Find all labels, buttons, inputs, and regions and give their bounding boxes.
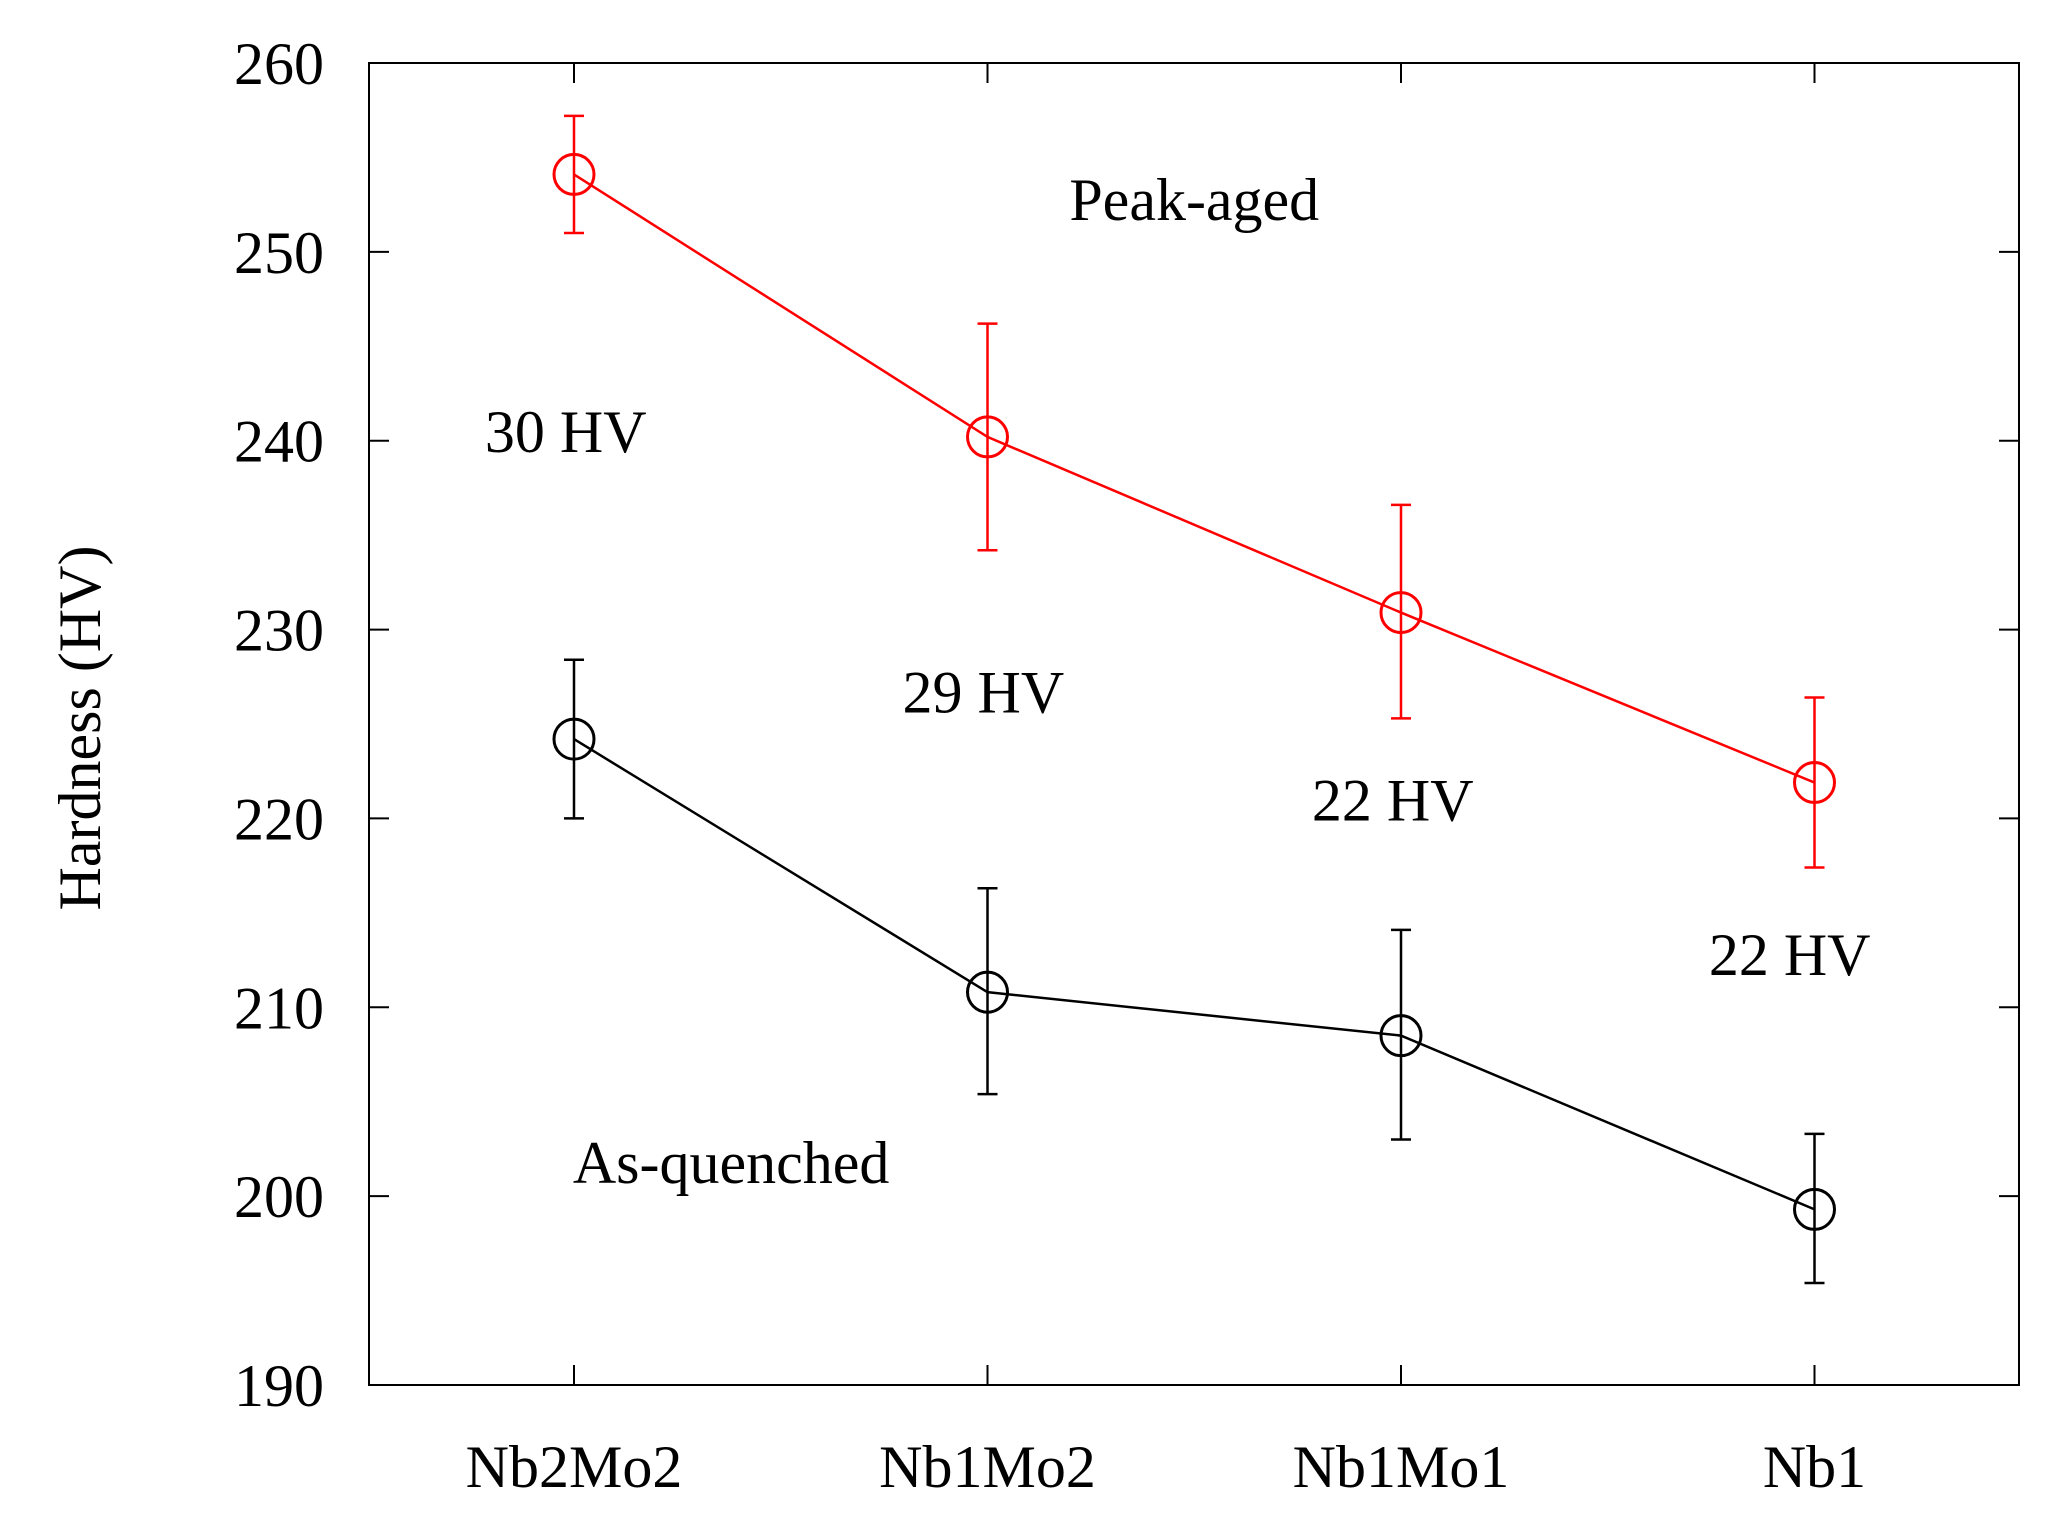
- plot-frame: [368, 62, 2020, 1386]
- y-tick-label: 210: [234, 975, 324, 1041]
- data-point: [1379, 1014, 1423, 1058]
- data-point: [966, 970, 1009, 1014]
- y-tick-label: 190: [234, 1353, 324, 1419]
- x-axis: Nb2Mo2 Nb1Mo2 Nb1Mo1 Nb1: [466, 63, 1866, 1500]
- annotation: Peak-aged: [1069, 167, 1319, 233]
- x-tick-label: Nb1: [1763, 1434, 1866, 1500]
- data-point: [1793, 1187, 1836, 1231]
- y-axis: 190 200 210 220 230 240 250 260: [234, 31, 2019, 1419]
- annotation: 29 HV: [903, 660, 1065, 726]
- data-point: [966, 415, 1009, 459]
- series-line: [573, 738, 1815, 1211]
- series-as-quenched: [552, 658, 1836, 1285]
- y-axis-label: Hardness (HV): [47, 546, 113, 911]
- x-tick-label: Nb1Mo2: [879, 1434, 1096, 1500]
- annotation: 22 HV: [1709, 922, 1871, 988]
- x-tick-label: Nb1Mo1: [1293, 1434, 1510, 1500]
- y-tick-label: 260: [234, 31, 324, 97]
- y-tick-label: 230: [234, 598, 324, 664]
- data-point: [552, 152, 596, 196]
- annotation: As-quenched: [573, 1130, 890, 1196]
- annotation: 30 HV: [485, 399, 647, 465]
- y-tick-label: 240: [234, 409, 324, 475]
- annotation: 22 HV: [1312, 767, 1474, 833]
- data-point: [1379, 591, 1423, 635]
- x-tick-label: Nb2Mo2: [466, 1434, 683, 1500]
- y-tick-label: 200: [234, 1164, 324, 1230]
- data-point: [552, 717, 596, 761]
- annotations: Peak-aged As-quenched 30 HV 29 HV 22 HV 22 HV: [485, 167, 1871, 1196]
- data-point: [1793, 761, 1836, 805]
- y-tick-label: 250: [234, 220, 324, 286]
- series-layer: [552, 114, 1836, 1285]
- series-peak-aged: [552, 114, 1836, 869]
- plot-area: [368, 62, 2020, 1386]
- y-tick-label: 220: [234, 786, 324, 852]
- series-line: [573, 173, 1815, 784]
